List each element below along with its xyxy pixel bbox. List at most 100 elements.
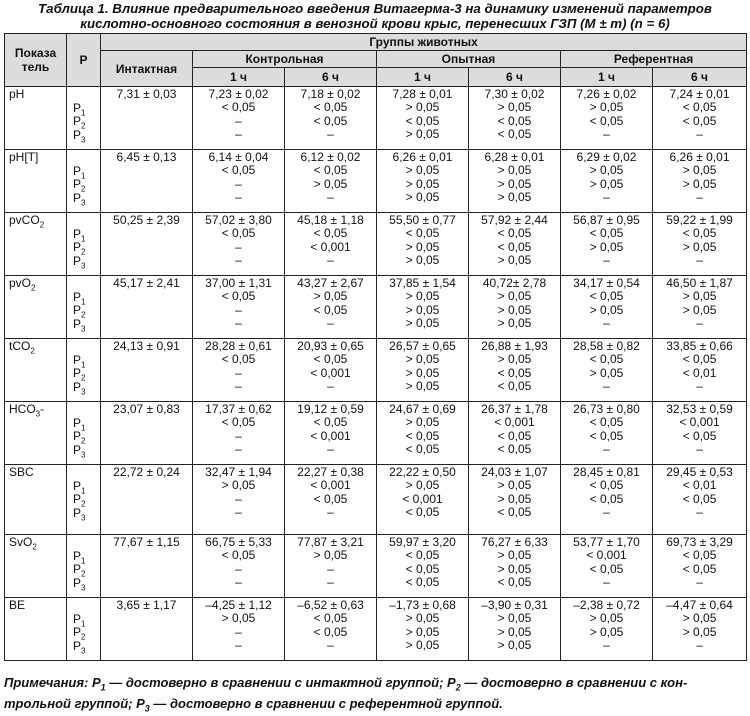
header-reference: Референтная bbox=[559, 50, 748, 68]
cell-line: 17,37 ± 0,62 bbox=[205, 402, 272, 416]
cell-value: 26,57 ± 0,65 > 0,05 > 0,05 > 0,05 bbox=[376, 338, 469, 402]
row-indicator: BE bbox=[4, 597, 67, 661]
cell-line: – bbox=[603, 127, 610, 142]
p-label: P2 bbox=[73, 240, 86, 257]
cell-line: > 0,05 bbox=[405, 415, 440, 430]
cell-line: > 0,05 bbox=[405, 316, 440, 331]
cell-line: < 0,05 bbox=[589, 561, 624, 576]
cell-line: > 0,05 bbox=[497, 638, 532, 653]
cell-value: 6,28 ± 0,01 > 0,05 > 0,05 > 0,05 bbox=[468, 149, 561, 213]
cell-line: > 0,05 bbox=[313, 289, 348, 304]
cell-line: 7,18 ± 0,02 bbox=[300, 87, 361, 101]
cell-line: 22,27 ± 0,38 bbox=[297, 465, 364, 479]
cell-line: 20,93 ± 0,65 bbox=[297, 339, 364, 353]
caption-line-1: Таблица 1. Влияние предварительного введ… bbox=[38, 1, 712, 16]
cell-value: 28,58 ± 0,82 < 0,05 > 0,05– bbox=[560, 338, 653, 402]
cell-line: – bbox=[696, 127, 703, 142]
cell-value: 37,85 ± 1,54 > 0,05 > 0,05 > 0,05 bbox=[376, 275, 469, 339]
cell-line: < 0,05 bbox=[221, 289, 256, 304]
cell-value: 59,22 ± 1,99 < 0,05 > 0,05– bbox=[651, 212, 748, 276]
cell-line: > 0,05 bbox=[313, 176, 348, 191]
cell-line: 7,30 ± 0,02 bbox=[484, 87, 545, 101]
cell-line: 33,85 ± 0,66 bbox=[666, 339, 733, 353]
cell-line: < 0,05 bbox=[313, 352, 348, 367]
cell-intact: 3,65 ± 1,17 bbox=[100, 597, 193, 661]
row-indicator: pH[T] bbox=[4, 149, 67, 213]
cell-line: > 0,05 bbox=[313, 548, 348, 563]
cell-line: – bbox=[603, 253, 610, 268]
cell-value: 20,93 ± 0,65 < 0,05 < 0,001– bbox=[284, 338, 377, 402]
notes-line-1: Примечания: P1 — достоверно в сравнении … bbox=[4, 675, 688, 693]
cell-intact: 7,31 ± 0,03 bbox=[100, 86, 193, 150]
cell-line: > 0,05 bbox=[589, 163, 624, 178]
cell-value: 69,73 ± 3,29 < 0,05 < 0,05– bbox=[651, 534, 748, 598]
cell-line: < 0,001 bbox=[679, 415, 720, 430]
cell-line: 56,87 ± 0,95 bbox=[573, 213, 640, 227]
cell-value: 32,53 ± 0,59 < 0,001 < 0,05– bbox=[651, 401, 748, 465]
cell-line: – bbox=[696, 575, 703, 590]
cell-value: 22,27 ± 0,38 < 0,001 < 0,05– bbox=[284, 464, 377, 535]
row-indicator: SvO2 bbox=[4, 534, 67, 598]
cell-line: < 0,05 bbox=[313, 491, 348, 506]
cell-line: > 0,05 bbox=[405, 253, 440, 268]
cell-line: > 0,05 bbox=[682, 176, 717, 191]
cell-value: 7,30 ± 0,02 > 0,05 < 0,05 < 0,05 bbox=[468, 86, 561, 150]
cell-line: > 0,05 bbox=[682, 289, 717, 304]
cell-line: > 0,05 bbox=[497, 624, 532, 639]
data-table: Показатель P Группы животных Интактная К… bbox=[4, 33, 748, 661]
cell-line: 7,24 ± 0,01 bbox=[669, 87, 730, 101]
cell-line: – bbox=[327, 253, 334, 268]
cell-line: – bbox=[327, 505, 334, 520]
cell-line: < 0,05 bbox=[589, 113, 624, 128]
cell-line: > 0,05 bbox=[497, 316, 532, 331]
cell-line: 66,75 ± 5,33 bbox=[205, 535, 272, 549]
p-label: P2 bbox=[73, 366, 86, 383]
cell-line: – bbox=[235, 239, 242, 254]
cell-line: > 0,05 bbox=[682, 239, 717, 254]
cell-line: > 0,05 bbox=[497, 163, 532, 178]
cell-line: – bbox=[696, 638, 703, 653]
cell-line: –3,90 ± 0,31 bbox=[481, 598, 548, 612]
indicator-name: tCO2 bbox=[9, 339, 35, 356]
cell-line: < 0,05 bbox=[497, 127, 532, 142]
cell-line: > 0,05 bbox=[497, 548, 532, 563]
cell-line: 32,47 ± 1,94 bbox=[205, 465, 272, 479]
cell-line: > 0,05 bbox=[405, 611, 440, 626]
row-indicator: tCO2 bbox=[4, 338, 67, 402]
cell-value: 26,73 ± 0,80 < 0,05 < 0,05– bbox=[560, 401, 653, 465]
p-label: P3 bbox=[73, 127, 86, 145]
header-experimental-1h: 1 ч bbox=[376, 67, 469, 87]
row-p-labels: P1 P2 P3 bbox=[66, 534, 101, 598]
cell-line: – bbox=[327, 190, 334, 205]
cell-intact: 24,13 ± 0,91 bbox=[100, 338, 193, 402]
cell-line: < 0,05 bbox=[405, 561, 440, 576]
cell-line: > 0,05 bbox=[405, 352, 440, 367]
cell-line: – bbox=[603, 190, 610, 205]
p-label: P2 bbox=[73, 429, 86, 446]
cell-line: < 0,05 bbox=[682, 548, 717, 563]
cell-value: 40,72± 2,78 > 0,05 > 0,05 > 0,05 bbox=[468, 275, 561, 339]
cell-line: < 0,05 bbox=[589, 352, 624, 367]
p-label: P1 bbox=[73, 353, 86, 370]
cell-line: 59,97 ± 3,20 bbox=[389, 535, 456, 549]
cell-value: 6,26 ± 0,01 > 0,05 > 0,05– bbox=[651, 149, 748, 213]
cell-line: 55,50 ± 0,77 bbox=[389, 213, 456, 227]
cell-line: > 0,05 bbox=[497, 190, 532, 205]
cell-value: 28,45 ± 0,81 < 0,05 < 0,05– bbox=[560, 464, 653, 535]
cell-line: 26,73 ± 0,80 bbox=[573, 402, 640, 416]
cell-value: 26,37 ± 1,78 < 0,001 < 0,05 < 0,05 bbox=[468, 401, 561, 465]
header-control-1h: 1 ч bbox=[192, 67, 285, 87]
cell-line: – bbox=[235, 575, 242, 590]
cell-value: 28,28 ± 0,61 < 0,05– – bbox=[192, 338, 285, 402]
cell-line: – bbox=[327, 575, 334, 590]
cell-line: < 0,05 bbox=[221, 415, 256, 430]
p-label: P1 bbox=[73, 164, 86, 181]
cell-line: 6,26 ± 0,01 bbox=[669, 150, 730, 164]
cell-line: < 0,05 bbox=[497, 442, 532, 457]
cell-intact: 23,07 ± 0,83 bbox=[100, 401, 193, 465]
cell-line: > 0,05 bbox=[221, 611, 256, 626]
cell-value: 37,00 ± 1,31 < 0,05– – bbox=[192, 275, 285, 339]
cell-line: – bbox=[696, 253, 703, 268]
cell-line: > 0,05 bbox=[405, 638, 440, 653]
p-label: P2 bbox=[73, 562, 86, 579]
